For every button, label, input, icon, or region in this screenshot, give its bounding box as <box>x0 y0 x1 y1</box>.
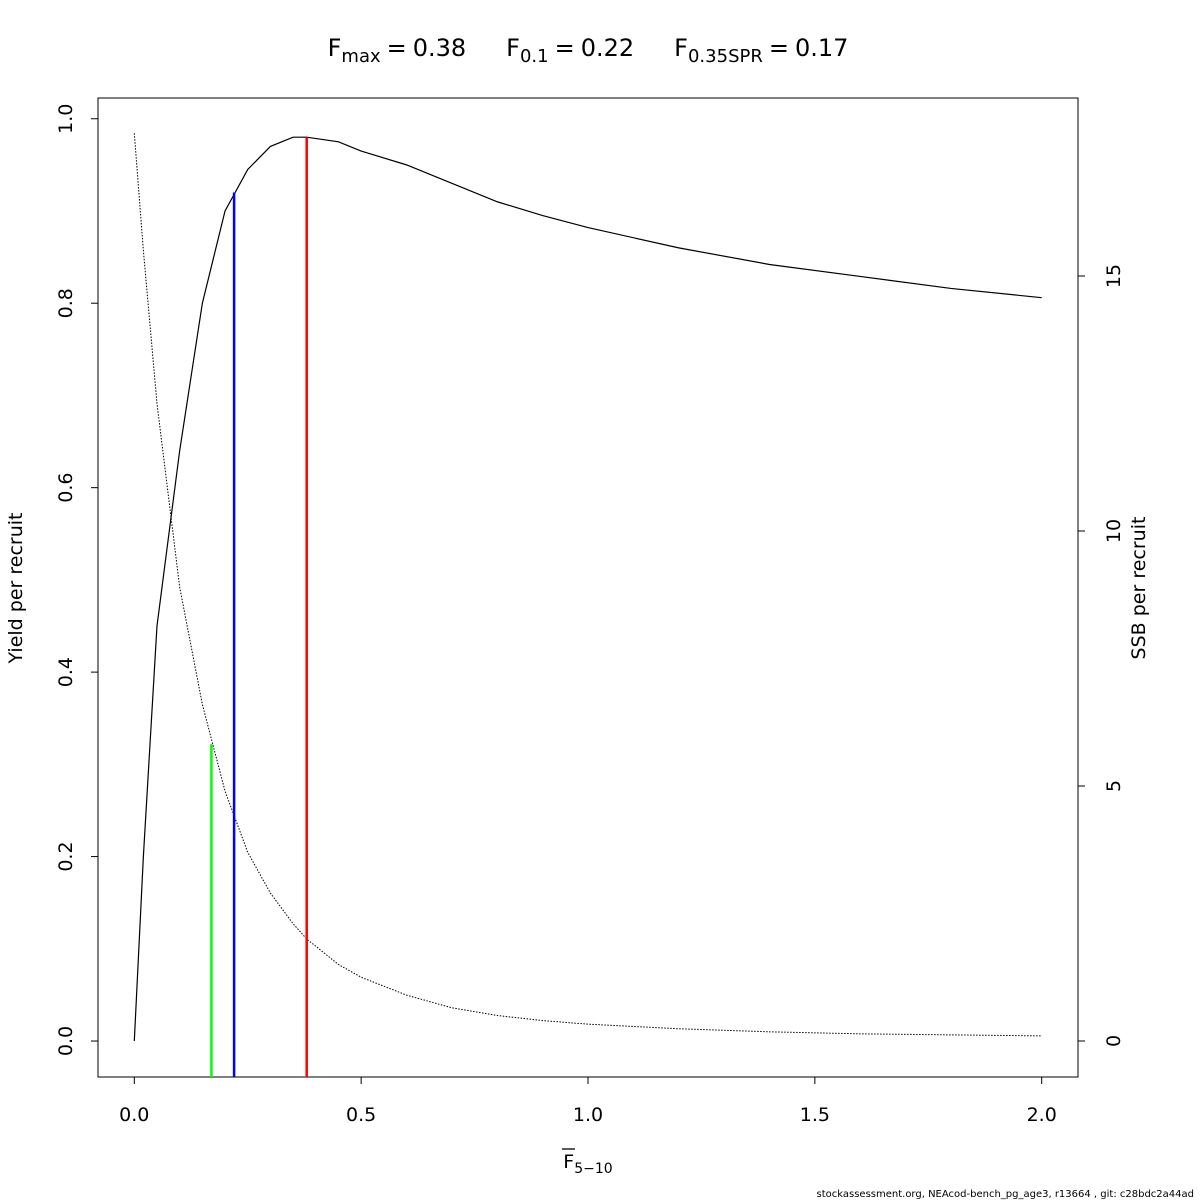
x-tick-label: 2.0 <box>1027 1104 1057 1126</box>
title-subscript: max <box>341 46 381 67</box>
chart-title: Fmax = 0.38 F0.1 = 0.22 F0.35SPR = 0.17 <box>328 34 849 67</box>
x-tick-label: 0.5 <box>346 1104 376 1126</box>
y-tick-label: 0.6 <box>55 473 77 503</box>
title-subscript: 0.35SPR <box>688 46 763 67</box>
title-symbol: F <box>674 34 688 62</box>
y-tick-label: 1.0 <box>55 104 77 134</box>
plot-frame <box>97 97 1079 1078</box>
y-axis-label: Yield per recruit <box>5 513 27 665</box>
footer: stockassessment.org, NEAcod-bench_pg_age… <box>817 1189 1195 1200</box>
y2-tick-label: 0 <box>1103 1035 1125 1047</box>
x-axis-label-subscript: 5−10 <box>574 1161 612 1177</box>
title-subscript: 0.1 <box>520 46 549 67</box>
y2-axis-label: SSB per recruit <box>1128 517 1150 660</box>
y-tick-label: 0.2 <box>55 841 77 871</box>
title-sign: = <box>555 34 575 62</box>
x-axis-label-symbol: F <box>563 1151 574 1173</box>
series-line <box>133 136 1042 1042</box>
x-tick-label: 1.0 <box>573 1104 603 1126</box>
title-value: 0.17 <box>795 34 848 62</box>
x-tick-label: 0.0 <box>119 1104 149 1126</box>
title-sign: = <box>769 34 789 62</box>
title-symbol: F <box>506 34 520 62</box>
y2-tick-label: 10 <box>1103 519 1125 543</box>
x-tick-label: 1.5 <box>800 1104 830 1126</box>
y-tick-label: 0.8 <box>55 288 77 318</box>
x-axis-label: F5−10 <box>563 1151 612 1177</box>
title-sign: = <box>387 34 407 62</box>
title-value: 0.22 <box>581 34 634 62</box>
y-tick-label: 0.0 <box>55 1026 77 1056</box>
title-value: 0.38 <box>413 34 466 62</box>
title-symbol: F <box>328 34 342 62</box>
y2-tick-label: 5 <box>1103 780 1125 792</box>
y2-tick-label: 15 <box>1103 264 1125 288</box>
y-tick-label: 0.4 <box>55 657 77 687</box>
series-line <box>133 133 1042 1037</box>
